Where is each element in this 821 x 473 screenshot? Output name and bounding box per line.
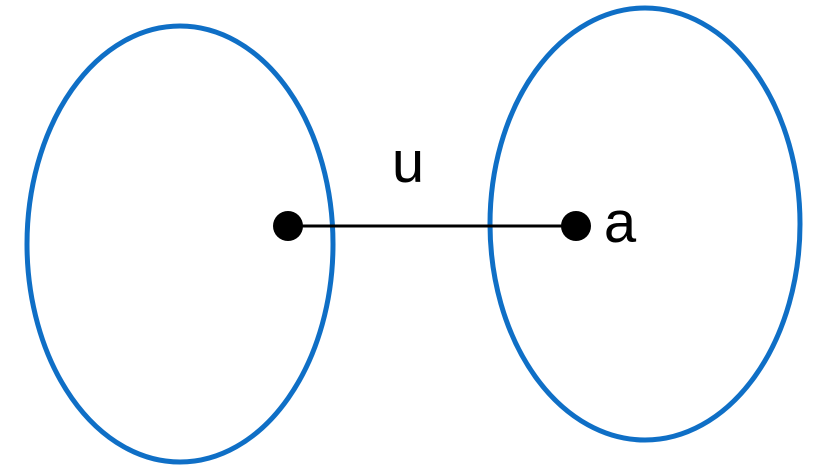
edge-label: u — [392, 130, 424, 195]
right-set-ellipse — [490, 8, 800, 440]
left-vertex — [273, 211, 303, 241]
vertex-label: a — [604, 190, 637, 255]
left-set-ellipse — [27, 26, 333, 462]
right-vertex-a — [561, 211, 591, 241]
